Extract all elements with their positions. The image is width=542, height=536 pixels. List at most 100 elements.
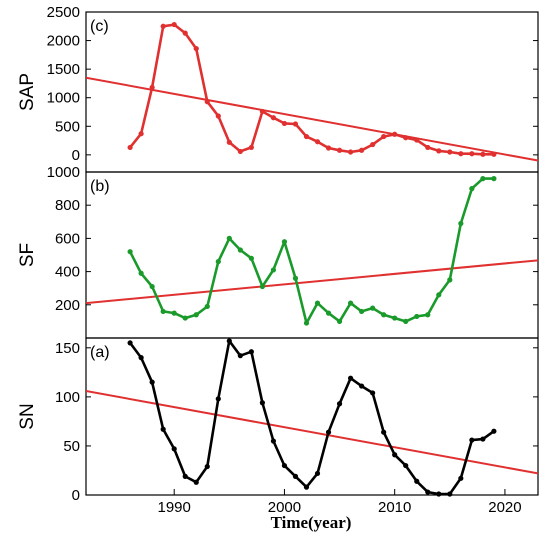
data-point [425, 312, 430, 317]
data-point [392, 452, 397, 457]
x-axis-label: Time(year) [271, 513, 352, 532]
data-point [436, 491, 441, 496]
data-point [216, 113, 221, 118]
data-point [271, 115, 276, 120]
data-point [293, 276, 298, 281]
y-tick-label: 2000 [47, 33, 80, 50]
series-line [130, 179, 494, 324]
data-point [458, 151, 463, 156]
data-point [260, 400, 265, 405]
x-tick-label: 1990 [158, 499, 191, 516]
data-point [491, 429, 496, 434]
y-tick-label: 600 [55, 230, 80, 247]
data-point [414, 479, 419, 484]
data-point [172, 22, 177, 27]
data-point [447, 491, 452, 496]
data-point [326, 430, 331, 435]
data-point [216, 259, 221, 264]
data-point [161, 309, 166, 314]
series-line [130, 25, 494, 155]
y-tick-label: 100 [55, 389, 80, 406]
data-point [315, 301, 320, 306]
data-point [238, 247, 243, 252]
data-point [447, 277, 452, 282]
data-point [172, 311, 177, 316]
data-point [326, 145, 331, 150]
panels: 05001000150020002500SAP(c)20040060080010… [17, 4, 538, 504]
data-point [348, 376, 353, 381]
data-point [150, 284, 155, 289]
data-point [480, 436, 485, 441]
data-point [304, 485, 309, 490]
x-tick-label: 2020 [488, 499, 521, 516]
data-point [249, 145, 254, 150]
data-point [282, 121, 287, 126]
data-point [194, 312, 199, 317]
y-tick-label: 50 [63, 438, 80, 455]
data-point [337, 319, 342, 324]
data-point [127, 145, 132, 150]
data-point [469, 186, 474, 191]
data-point [403, 135, 408, 140]
y-tick-label: 400 [55, 264, 80, 281]
data-point [205, 99, 210, 104]
y-axis-label: SAP [17, 73, 38, 111]
y-tick-label: 0 [72, 487, 80, 504]
data-point [436, 148, 441, 153]
data-point [227, 140, 232, 145]
data-point [337, 148, 342, 153]
data-point [304, 134, 309, 139]
data-point [260, 109, 265, 114]
data-point [260, 284, 265, 289]
data-point [403, 463, 408, 468]
y-axis-label: SN [17, 403, 38, 429]
data-point [491, 152, 496, 157]
data-point [414, 314, 419, 319]
data-point [293, 474, 298, 479]
data-point [161, 24, 166, 29]
x-axis: 1990 2000 2010 2020 [158, 489, 522, 516]
x-tick-label: 2010 [378, 499, 411, 516]
data-point [392, 132, 397, 137]
data-point [238, 149, 243, 154]
data-point [480, 152, 485, 157]
panel-sn: 0 50 100 150 SN (a) [17, 338, 538, 504]
data-point [315, 471, 320, 476]
data-point [469, 151, 474, 156]
data-point [469, 437, 474, 442]
data-point [271, 267, 276, 272]
data-point [183, 474, 188, 479]
data-point [139, 355, 144, 360]
y-tick-label: 1000 [47, 90, 80, 107]
data-point [271, 438, 276, 443]
data-point [359, 309, 364, 314]
series-line [130, 341, 494, 494]
panel-sf: 200 400 600 800 1000 SF (b) [17, 164, 538, 338]
data-point [227, 338, 232, 343]
data-point [216, 396, 221, 401]
panel-frame [86, 338, 538, 495]
data-point [249, 256, 254, 261]
data-point [381, 134, 386, 139]
data-point [403, 319, 408, 324]
data-point [249, 349, 254, 354]
y-tick-label: 150 [55, 340, 80, 357]
data-point [370, 390, 375, 395]
data-point [127, 249, 132, 254]
data-point [161, 427, 166, 432]
data-point [359, 383, 364, 388]
panel-label: (a) [90, 344, 110, 361]
data-point [414, 137, 419, 142]
trend-line [86, 260, 538, 303]
data-point [370, 306, 375, 311]
y-tick-label: 800 [55, 197, 80, 214]
data-point [348, 301, 353, 306]
data-point [227, 236, 232, 241]
data-point [282, 239, 287, 244]
data-point [150, 85, 155, 90]
y-axis-label: SF [17, 243, 38, 267]
data-point [359, 148, 364, 153]
trend-line [86, 391, 538, 473]
panel-sap: 0 500 1000 1500 2000 2500 SAP (c) [17, 4, 538, 172]
